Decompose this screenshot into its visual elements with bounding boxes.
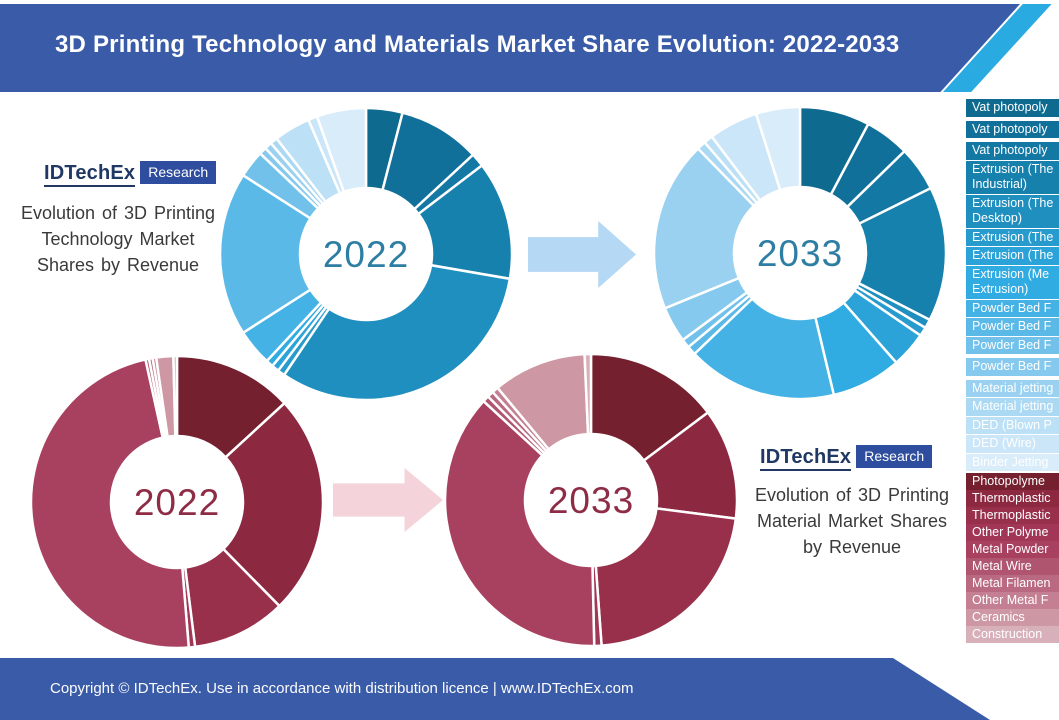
materials-caption: Evolution of 3D Printing Material Market… — [754, 485, 950, 557]
idtechex-wordmark: IDTechEx — [44, 162, 136, 187]
legend-item-label: Desktop) — [972, 211, 1023, 225]
donut-slice — [172, 354, 179, 438]
legend-technology: Vat photopoly Vat photopoly Vat photopoly E… — [966, 99, 1059, 472]
donut-center-year: 2033 — [757, 233, 843, 274]
donut-slice — [652, 146, 756, 310]
legend-item-label: Metal Filamen — [972, 576, 1051, 590]
legend-item-label: Thermoplastic — [972, 491, 1051, 505]
legend-item-label: Vat photopoly — [972, 121, 1048, 136]
legend-item: Thermoplastic — [966, 507, 1059, 524]
footer-bar — [0, 658, 990, 720]
donut-materials-2033: 2033 — [441, 350, 741, 650]
technology-caption: Evolution of 3D Printing Technology Mark… — [20, 203, 216, 275]
legend-item: Extrusion (The Industrial) — [966, 160, 1059, 194]
legend-item: Thermoplastic — [966, 490, 1059, 507]
legend-item: Metal Powder — [966, 541, 1059, 558]
legend-item-label: Material jetting — [972, 380, 1054, 395]
legend-item-label: Binder Jetting — [972, 454, 1049, 469]
legend-item-label: DED (Wire) — [972, 436, 1036, 450]
legend-item-label: Ceramics — [972, 610, 1025, 624]
legend-item: DED (Blown P — [966, 416, 1059, 434]
legend-item-label: Extrusion (The — [972, 229, 1054, 244]
legend-item-label: Powder Bed F — [972, 319, 1052, 333]
donut-slice — [692, 296, 836, 401]
legend-item-label: Thermoplastic — [972, 508, 1051, 522]
legend-item: Ceramics — [966, 609, 1059, 626]
legend-item-label: Metal Powder — [972, 542, 1049, 556]
donut-center-year: 2022 — [134, 482, 220, 523]
idtechex-logo: IDTechEx Research — [760, 445, 933, 471]
legend-item-label: DED (Blown P — [972, 417, 1052, 432]
legend-item-label: Powder Bed F — [972, 337, 1052, 352]
legend-item-label: Extrusion) — [972, 282, 1029, 296]
legend-item: Powder Bed F — [966, 336, 1059, 354]
legend-item-label: Powder Bed F — [972, 359, 1052, 373]
donut-slice — [218, 173, 313, 335]
legend-item: Other Metal F — [966, 592, 1059, 609]
legend-item: Extrusion (The — [966, 228, 1059, 246]
footer-text: Copyright © IDTechEx. Use in accordance … — [50, 680, 634, 697]
idtechex-wordmark: IDTechEx — [760, 446, 852, 471]
legend-item: Material jetting — [966, 379, 1059, 397]
page-title: 3D Printing Technology and Materials Mar… — [55, 31, 900, 58]
legend-item: Material jetting — [966, 398, 1059, 416]
idtechex-logo: IDTechEx Research — [44, 161, 217, 187]
legend-item-label: Industrial) — [972, 177, 1027, 191]
donut-technology-2022: 2022 — [216, 104, 516, 404]
donut-slice — [282, 263, 512, 402]
legend-materials: Photopolyme Thermoplastic Thermoplastic Oth… — [966, 473, 1059, 643]
legend-item: Other Polyme — [966, 524, 1059, 541]
donut-slice — [315, 106, 368, 194]
legend-item-label: Other Metal F — [972, 593, 1049, 607]
legend-item-label: Metal Wire — [972, 559, 1032, 573]
legend-item: Metal Filamen — [966, 575, 1059, 592]
donut-slice — [583, 352, 593, 436]
donut-materials-2022: 2022 — [27, 352, 327, 652]
legend-item: Powder Bed F — [966, 318, 1059, 336]
donut-center-year: 2033 — [548, 480, 634, 521]
legend-item: Powder Bed F — [966, 299, 1059, 317]
legend-item-label: Vat photopoly — [972, 143, 1048, 157]
legend-item: Powder Bed F — [966, 358, 1059, 376]
donut-technology-2033: 2033 — [650, 103, 950, 403]
legend-item: Construction — [966, 626, 1059, 643]
legend-item-label: Extrusion (The — [972, 161, 1054, 176]
evolution-arrow-materials-icon — [333, 468, 443, 532]
research-badge: Research — [856, 445, 933, 468]
legend-item: Vat photopoly — [966, 142, 1059, 160]
research-badge: Research — [140, 161, 217, 184]
legend-item-label: Vat photopoly — [972, 100, 1048, 114]
legend-item-label: Other Polyme — [972, 525, 1049, 539]
legend-item: Binder Jetting — [966, 453, 1059, 471]
donut-slice — [443, 399, 596, 648]
donut-slice — [29, 357, 191, 650]
donut-center-year: 2022 — [323, 234, 409, 275]
legend-item-label: Extrusion (The — [972, 248, 1054, 262]
legend-item-label: Powder Bed F — [972, 300, 1052, 315]
legend-item: Extrusion (Me Extrusion) — [966, 265, 1059, 299]
legend-item: Metal Wire — [966, 558, 1059, 575]
legend-item: Vat photopoly — [966, 99, 1059, 117]
donut-slice — [754, 105, 802, 192]
legend-item: Vat photopoly — [966, 120, 1059, 138]
legend-item-label: Photopolyme — [972, 474, 1045, 488]
legend-item: Extrusion (The — [966, 247, 1059, 265]
legend-item: DED (Wire) — [966, 435, 1059, 453]
legend-item-label: Extrusion (The — [972, 195, 1054, 210]
legend-item: Extrusion (The Desktop) — [966, 194, 1059, 228]
legend-item-label: Material jetting — [972, 399, 1054, 413]
donut-slice — [221, 401, 325, 608]
header-bar — [0, 4, 1020, 92]
legend-item-label: Extrusion (Me — [972, 266, 1050, 281]
donut-slice — [594, 507, 738, 647]
legend-item: Photopolyme — [966, 473, 1059, 490]
evolution-arrow-technology-icon — [528, 221, 636, 288]
legend-item-label: Construction — [972, 627, 1043, 641]
